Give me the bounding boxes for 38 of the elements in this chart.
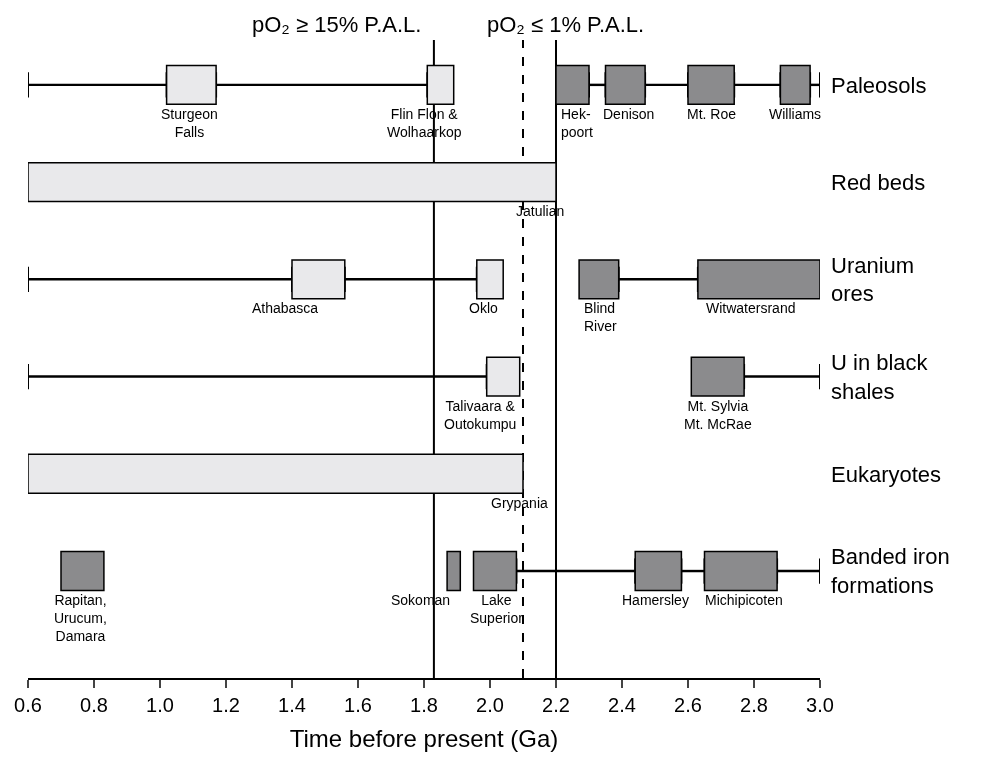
text: pO₂ ≥ 15% P.A.L. (252, 12, 422, 37)
x-tick-label: 1.0 (146, 694, 174, 716)
y-tick-label: Banded iron formations (831, 544, 950, 599)
y-tick-label: Eukaryotes (831, 461, 942, 487)
annotation: Grypania (491, 495, 549, 511)
y-tick-label: U in black shales (831, 349, 929, 404)
annotation: Hamersley (622, 592, 689, 608)
annotation: Denison (603, 106, 655, 122)
x-tick-label: 1.2 (212, 694, 240, 716)
x-tick-label: 2.4 (608, 694, 636, 716)
annotation: Michipicoten (705, 592, 783, 608)
x-tick-label: 2.8 (740, 694, 768, 716)
y-tick-label: Red beds (831, 169, 926, 195)
annotation: Lake Superior (470, 592, 524, 627)
annotation: Mt. Sylvia Mt. McRae (684, 398, 752, 433)
x-tick-label: 3.0 (806, 694, 834, 716)
annotation: Mt. Roe (687, 106, 737, 122)
x-tick-label: 1.6 (344, 694, 372, 716)
y-tick-label: Uranium ores (831, 252, 915, 307)
x-tick-label: 1.4 (278, 694, 306, 716)
x-tick-label: 1.8 (410, 694, 438, 716)
x-tick-label: 2.6 (674, 694, 702, 716)
annotation: Hek- poort (561, 106, 594, 141)
y-tick-label: Paleosols (831, 72, 927, 98)
x-tick-label: 0.6 (14, 694, 42, 716)
annotation: Rapitan, Urucum, Damara (54, 592, 107, 645)
annotation: Williams (769, 106, 822, 122)
x-tick-label: 0.8 (80, 694, 108, 716)
annotation: Sturgeon Falls (161, 106, 218, 141)
annotation: Oklo (469, 300, 498, 316)
annotation: Athabasca (252, 300, 319, 316)
annotation: Witwatersrand (706, 300, 796, 316)
text: pO₂ ≤ 1% P.A.L. (487, 12, 645, 37)
x-axis-title: Time before present (Ga) (289, 724, 559, 752)
x-tick-label: 2.2 (542, 694, 570, 716)
x-tick-label: 2.0 (476, 694, 504, 716)
annotation: Blind River (584, 300, 618, 335)
annotation: Talivaara & Outokumpu (444, 398, 517, 433)
